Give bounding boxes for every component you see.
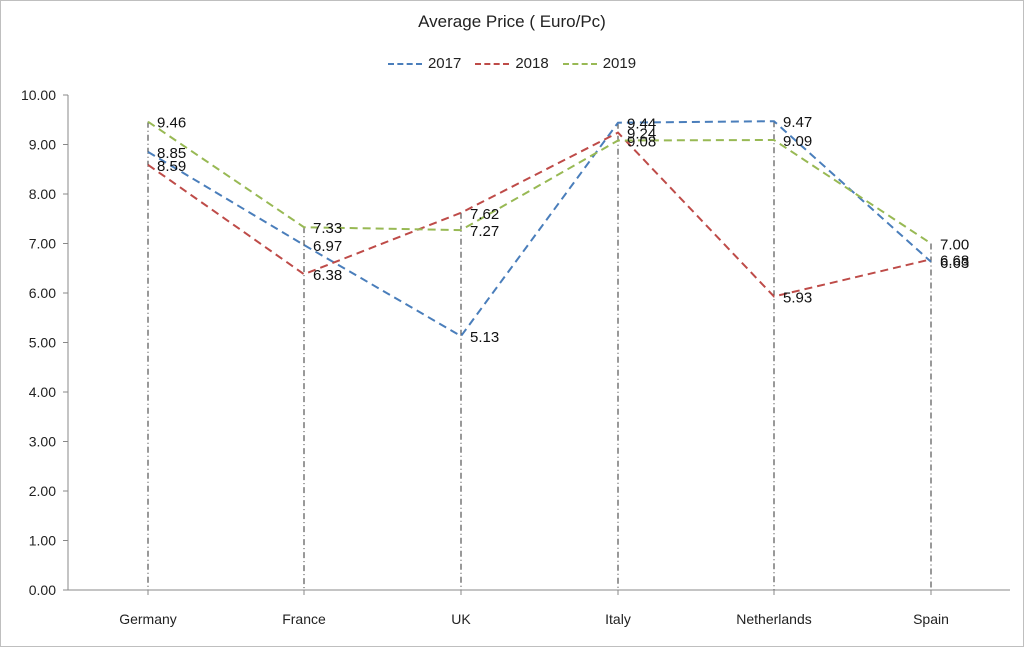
series-line-2017 — [147, 120, 932, 338]
data-label-2017: 5.13 — [470, 329, 499, 346]
data-label-2017: 9.44 — [627, 116, 656, 133]
data-label-2019: 9.08 — [627, 134, 656, 151]
y-tick-label: 1.00 — [29, 533, 56, 549]
data-label-2017: 6.63 — [940, 255, 969, 272]
legend-item-2017: 2017 — [387, 55, 462, 72]
chart-title: Average Price ( Euro/Pc) — [418, 12, 606, 31]
x-tick-label: France — [282, 611, 326, 627]
y-tick-label: 0.00 — [29, 582, 56, 598]
y-tick-label: 6.00 — [29, 285, 56, 301]
data-label-2018: 8.59 — [157, 158, 186, 175]
data-label-2019: 7.27 — [470, 223, 499, 240]
y-tick-label: 9.00 — [29, 137, 56, 153]
data-label-2018: 7.62 — [470, 206, 499, 223]
legend: 2017 2018 2019 — [0, 55, 1024, 72]
legend-item-2019: 2019 — [562, 55, 637, 72]
data-label-2017: 8.85 — [157, 145, 186, 162]
data-label-2019: 7.33 — [313, 220, 342, 237]
y-tick-label: 7.00 — [29, 236, 56, 252]
data-label-2019: 7.00 — [940, 237, 969, 254]
legend-label-2017: 2017 — [427, 55, 462, 72]
data-label-2018: 9.24 — [627, 126, 656, 143]
data-label-2017: 9.47 — [783, 114, 812, 131]
y-tick-label: 10.00 — [21, 87, 56, 103]
x-tick-label: Germany — [119, 611, 177, 627]
legend-label-2019: 2019 — [602, 55, 637, 72]
y-tick-label: 8.00 — [29, 186, 56, 202]
data-label-2018: 5.93 — [783, 289, 812, 306]
series-line-2018 — [147, 131, 932, 298]
legend-item-2018: 2018 — [475, 55, 549, 72]
data-label-2017: 6.97 — [313, 238, 342, 255]
y-tick-label: 5.00 — [29, 335, 56, 351]
data-label-2019: 9.09 — [783, 133, 812, 150]
x-tick-label: Spain — [913, 611, 949, 627]
series-line-2019 — [147, 120, 932, 245]
legend-swatch-2019 — [562, 62, 597, 65]
y-tick-label: 3.00 — [29, 434, 56, 450]
legend-label-2018: 2018 — [515, 55, 549, 72]
legend-swatch-2017 — [387, 62, 422, 65]
data-label-2019: 9.46 — [157, 115, 186, 132]
y-tick-label: 4.00 — [29, 384, 56, 400]
x-tick-label: Italy — [605, 611, 631, 627]
data-label-2018: 6.38 — [313, 267, 342, 284]
x-tick-label: Netherlands — [736, 611, 812, 627]
y-tick-label: 2.00 — [29, 483, 56, 499]
legend-swatch-2018 — [475, 62, 510, 65]
data-label-2018: 6.68 — [940, 252, 969, 269]
x-tick-label: UK — [451, 611, 471, 627]
